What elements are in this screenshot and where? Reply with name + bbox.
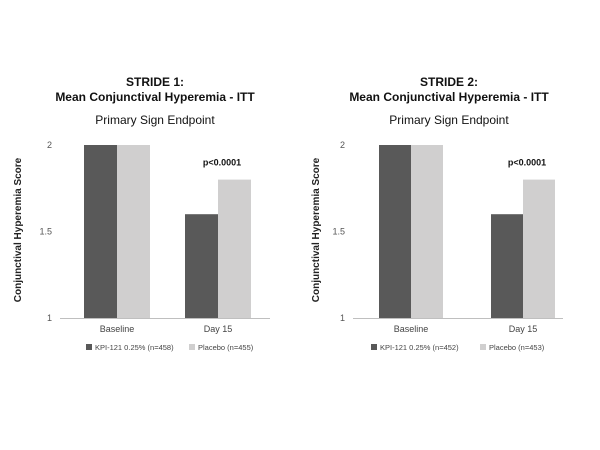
chart-title-line2: Mean Conjunctival Hyperemia - ITT: [55, 90, 255, 104]
legend-label-placebo: Placebo (n=453): [489, 343, 545, 352]
legend-swatch-placebo: [189, 344, 195, 350]
bar-kpi-day-15: [185, 214, 218, 318]
x-category-label: Day 15: [509, 324, 538, 334]
p-value-annotation: p<0.0001: [508, 158, 546, 168]
y-tick-label: 1: [47, 313, 52, 323]
bar-placebo-day-15: [218, 179, 251, 318]
bar-kpi-baseline: [84, 145, 117, 318]
chart-stride-1: STRIDE 1: Mean Conjunctival Hyperemia - …: [13, 75, 270, 352]
y-tick-label: 1: [340, 313, 345, 323]
x-category-label: Baseline: [394, 324, 429, 334]
chart-title-line1: STRIDE 2:: [420, 75, 478, 89]
y-axis-label: Conjunctival Hyperemia Score: [13, 157, 24, 302]
chart-title-line2: Mean Conjunctival Hyperemia - ITT: [349, 90, 549, 104]
chart-subtitle: Primary Sign Endpoint: [389, 113, 509, 127]
legend-swatch-kpi: [371, 344, 377, 350]
p-value-annotation: p<0.0001: [203, 158, 241, 168]
legend-label-kpi: KPI-121 0.25% (n=458): [95, 343, 174, 352]
y-tick-label: 2: [47, 140, 52, 150]
chart-subtitle: Primary Sign Endpoint: [95, 113, 215, 127]
legend-swatch-kpi: [86, 344, 92, 350]
y-tick-label: 2: [340, 140, 345, 150]
x-category-label: Baseline: [100, 324, 135, 334]
x-category-label: Day 15: [204, 324, 233, 334]
bar-placebo-day-15: [523, 179, 555, 318]
chart-title-line1: STRIDE 1:: [126, 75, 184, 89]
bar-kpi-day-15: [491, 214, 523, 318]
y-axis-label: Conjunctival Hyperemia Score: [311, 157, 322, 302]
legend-swatch-placebo: [480, 344, 486, 350]
y-tick-label: 1.5: [332, 227, 345, 237]
y-tick-label: 1.5: [39, 227, 52, 237]
legend-label-kpi: KPI-121 0.25% (n=452): [380, 343, 459, 352]
chart-stride-2: STRIDE 2: Mean Conjunctival Hyperemia - …: [311, 75, 563, 352]
bar-placebo-baseline: [411, 145, 443, 318]
legend-label-placebo: Placebo (n=455): [198, 343, 254, 352]
bar-kpi-baseline: [379, 145, 411, 318]
bar-placebo-baseline: [117, 145, 150, 318]
